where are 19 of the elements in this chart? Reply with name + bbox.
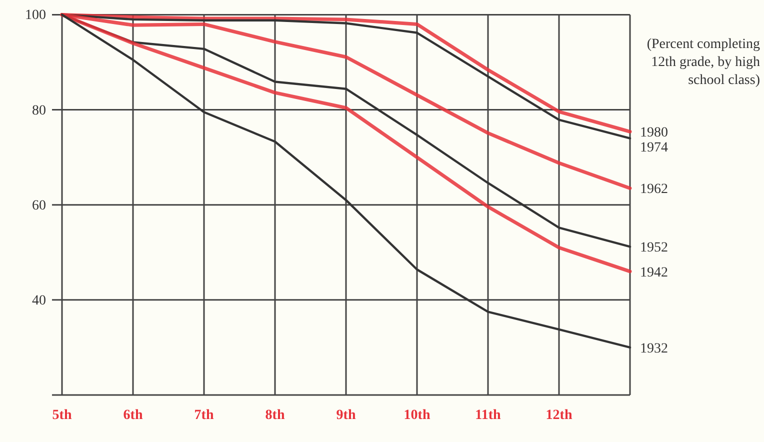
x-tick-label: 7th xyxy=(194,408,214,423)
series-label: 1980 xyxy=(640,126,668,141)
series-label: 1962 xyxy=(640,182,668,198)
x-tick-label: 5th xyxy=(52,408,72,423)
x-tick-label: 6th xyxy=(123,408,143,423)
x-tick-label: 12th xyxy=(546,408,572,423)
series-label: 1942 xyxy=(640,265,668,280)
y-tick-label: 60 xyxy=(32,198,46,214)
x-tick-label: 10th xyxy=(404,408,430,423)
y-tick-label: 100 xyxy=(25,8,46,24)
series-label: 1952 xyxy=(640,240,668,256)
x-tick-label: 9th xyxy=(336,408,356,423)
series-label: 1932 xyxy=(640,341,668,356)
series-label: 1974 xyxy=(640,140,668,156)
text: (Percent completing 12th grade, by high school class) xyxy=(646,37,760,88)
y-tick-label: 40 xyxy=(32,293,46,308)
x-tick-label: 11th xyxy=(475,408,502,423)
y-tick-label: 80 xyxy=(32,103,46,118)
x-tick-label: 8th xyxy=(265,408,285,423)
